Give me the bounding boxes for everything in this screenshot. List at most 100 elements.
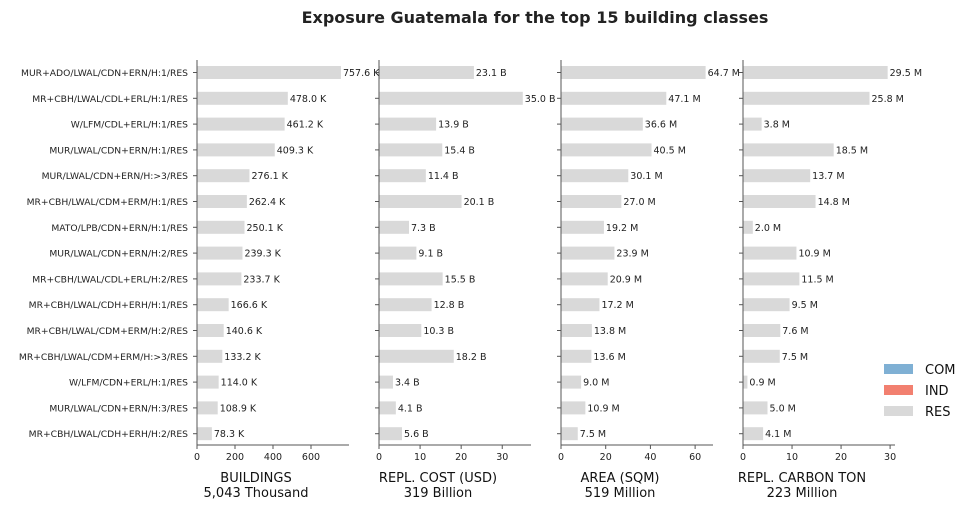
bar-value-label: 133.2 K <box>224 352 261 363</box>
bar-value-label: 9.5 M <box>792 300 818 311</box>
bar <box>379 220 409 234</box>
bar-value-label: 40.5 M <box>654 145 686 156</box>
bar-value-label: 47.1 M <box>668 94 700 105</box>
bar <box>561 298 600 312</box>
bar-value-label: 7.6 M <box>782 326 808 337</box>
bar-value-label: 5.6 B <box>404 429 429 440</box>
x-tick-label: 30 <box>884 452 896 463</box>
bar-value-label: 10.9 M <box>587 403 619 414</box>
bar-value-label: 757.6 K <box>343 68 380 79</box>
bar <box>197 272 242 286</box>
x-axis-total: 5,043 Thousand <box>204 486 309 501</box>
bar <box>197 349 223 363</box>
x-tick-label: 20 <box>835 452 847 463</box>
bar <box>561 401 586 415</box>
x-tick-label: 60 <box>689 452 701 463</box>
legend-swatch <box>884 385 913 395</box>
bar-value-label: 18.2 B <box>456 352 487 363</box>
bar-value-label: 166.6 K <box>231 300 268 311</box>
x-tick-label: 0 <box>376 452 382 463</box>
bar <box>561 246 615 260</box>
bar <box>743 91 870 105</box>
bar <box>561 91 667 105</box>
category-label: MR+CBH/LWAL/CDM+ERM/H:2/RES <box>27 326 189 337</box>
x-tick-label: 0 <box>558 452 564 463</box>
bar <box>379 195 462 208</box>
bar <box>197 375 219 389</box>
bar-value-label: 7.5 M <box>580 429 606 440</box>
x-tick-label: 40 <box>644 452 656 463</box>
category-label: MUR+ADO/LWAL/CDN+ERN/H:1/RES <box>21 68 188 79</box>
category-label: MR+CBH/LWAL/CDM+ERM/H:1/RES <box>27 197 189 208</box>
bar <box>743 401 768 415</box>
x-tick-label: 200 <box>226 452 244 463</box>
bar-value-label: 250.1 K <box>247 223 284 234</box>
bar <box>561 195 622 208</box>
legend-swatch <box>884 364 913 374</box>
x-tick-label: 0 <box>194 452 200 463</box>
bar <box>379 375 393 389</box>
bar <box>743 349 780 363</box>
bar-value-label: 19.2 M <box>606 223 638 234</box>
bar-value-label: 13.8 M <box>594 326 626 337</box>
bar <box>743 117 762 131</box>
category-label: MR+CBH/LWAL/CDH+ERH/H:1/RES <box>29 300 189 311</box>
bar <box>379 427 403 441</box>
bar-value-label: 0.9 M <box>749 378 775 389</box>
x-axis-total: 519 Million <box>585 486 656 501</box>
x-axis-total: 223 Million <box>767 486 838 501</box>
x-axis-label: REPL. CARBON TON <box>738 471 866 486</box>
bar <box>379 349 454 363</box>
bar-value-label: 114.0 K <box>221 378 258 389</box>
category-label: W/LFM/CDL+ERL/H:1/RES <box>71 120 188 131</box>
bar-value-label: 108.9 K <box>220 403 257 414</box>
bar-value-label: 239.3 K <box>244 249 281 260</box>
category-label: MATO/LPB/CDN+ERN/H:1/RES <box>51 223 188 234</box>
bar <box>561 220 604 234</box>
bar <box>743 169 811 183</box>
bar-value-label: 13.9 B <box>438 120 469 131</box>
category-label: W/LFM/CDN+ERL/H:1/RES <box>69 378 188 389</box>
bar <box>561 169 629 183</box>
bar-value-label: 18.5 M <box>836 145 868 156</box>
category-label: MR+CBH/LWAL/CDL+ERL/H:2/RES <box>32 274 188 285</box>
bar-value-label: 35.0 B <box>525 94 556 105</box>
bar <box>197 427 212 441</box>
bar <box>197 143 275 157</box>
bar <box>379 169 426 183</box>
bar <box>561 272 608 286</box>
bar <box>379 143 443 157</box>
bar <box>379 91 523 105</box>
bar-value-label: 20.9 M <box>610 274 642 285</box>
category-label: MR+CBH/LWAL/CDH+ERH/H:2/RES <box>29 429 189 440</box>
bar-value-label: 5.0 M <box>770 403 796 414</box>
bar-value-label: 4.1 B <box>398 403 423 414</box>
bar-value-label: 11.5 M <box>801 274 833 285</box>
x-tick-label: 30 <box>496 452 508 463</box>
bar-value-label: 23.9 M <box>616 249 648 260</box>
bar-value-label: 3.8 M <box>764 120 790 131</box>
bar-value-label: 409.3 K <box>277 145 314 156</box>
bar <box>379 246 417 260</box>
category-label: MUR/LWAL/CDN+ERN/H:2/RES <box>49 249 188 260</box>
x-tick-label: 10 <box>414 452 426 463</box>
bar <box>743 66 888 79</box>
x-tick-label: 400 <box>264 452 282 463</box>
bar <box>197 401 218 415</box>
bar-value-label: 13.6 M <box>593 352 625 363</box>
x-axis-label: AREA (SQM) <box>580 471 659 486</box>
bar <box>561 375 582 389</box>
bar-value-label: 4.1 M <box>765 429 791 440</box>
bar <box>743 195 816 208</box>
legend-label: COM <box>925 363 956 378</box>
legend-label: RES <box>925 405 951 420</box>
bar-value-label: 9.0 M <box>583 378 609 389</box>
bar-value-label: 27.0 M <box>623 197 655 208</box>
bar-value-label: 25.8 M <box>872 94 904 105</box>
bar-value-label: 7.3 B <box>411 223 436 234</box>
bar <box>197 298 229 312</box>
bar <box>743 272 800 286</box>
bar <box>379 298 432 312</box>
bar <box>561 117 643 131</box>
